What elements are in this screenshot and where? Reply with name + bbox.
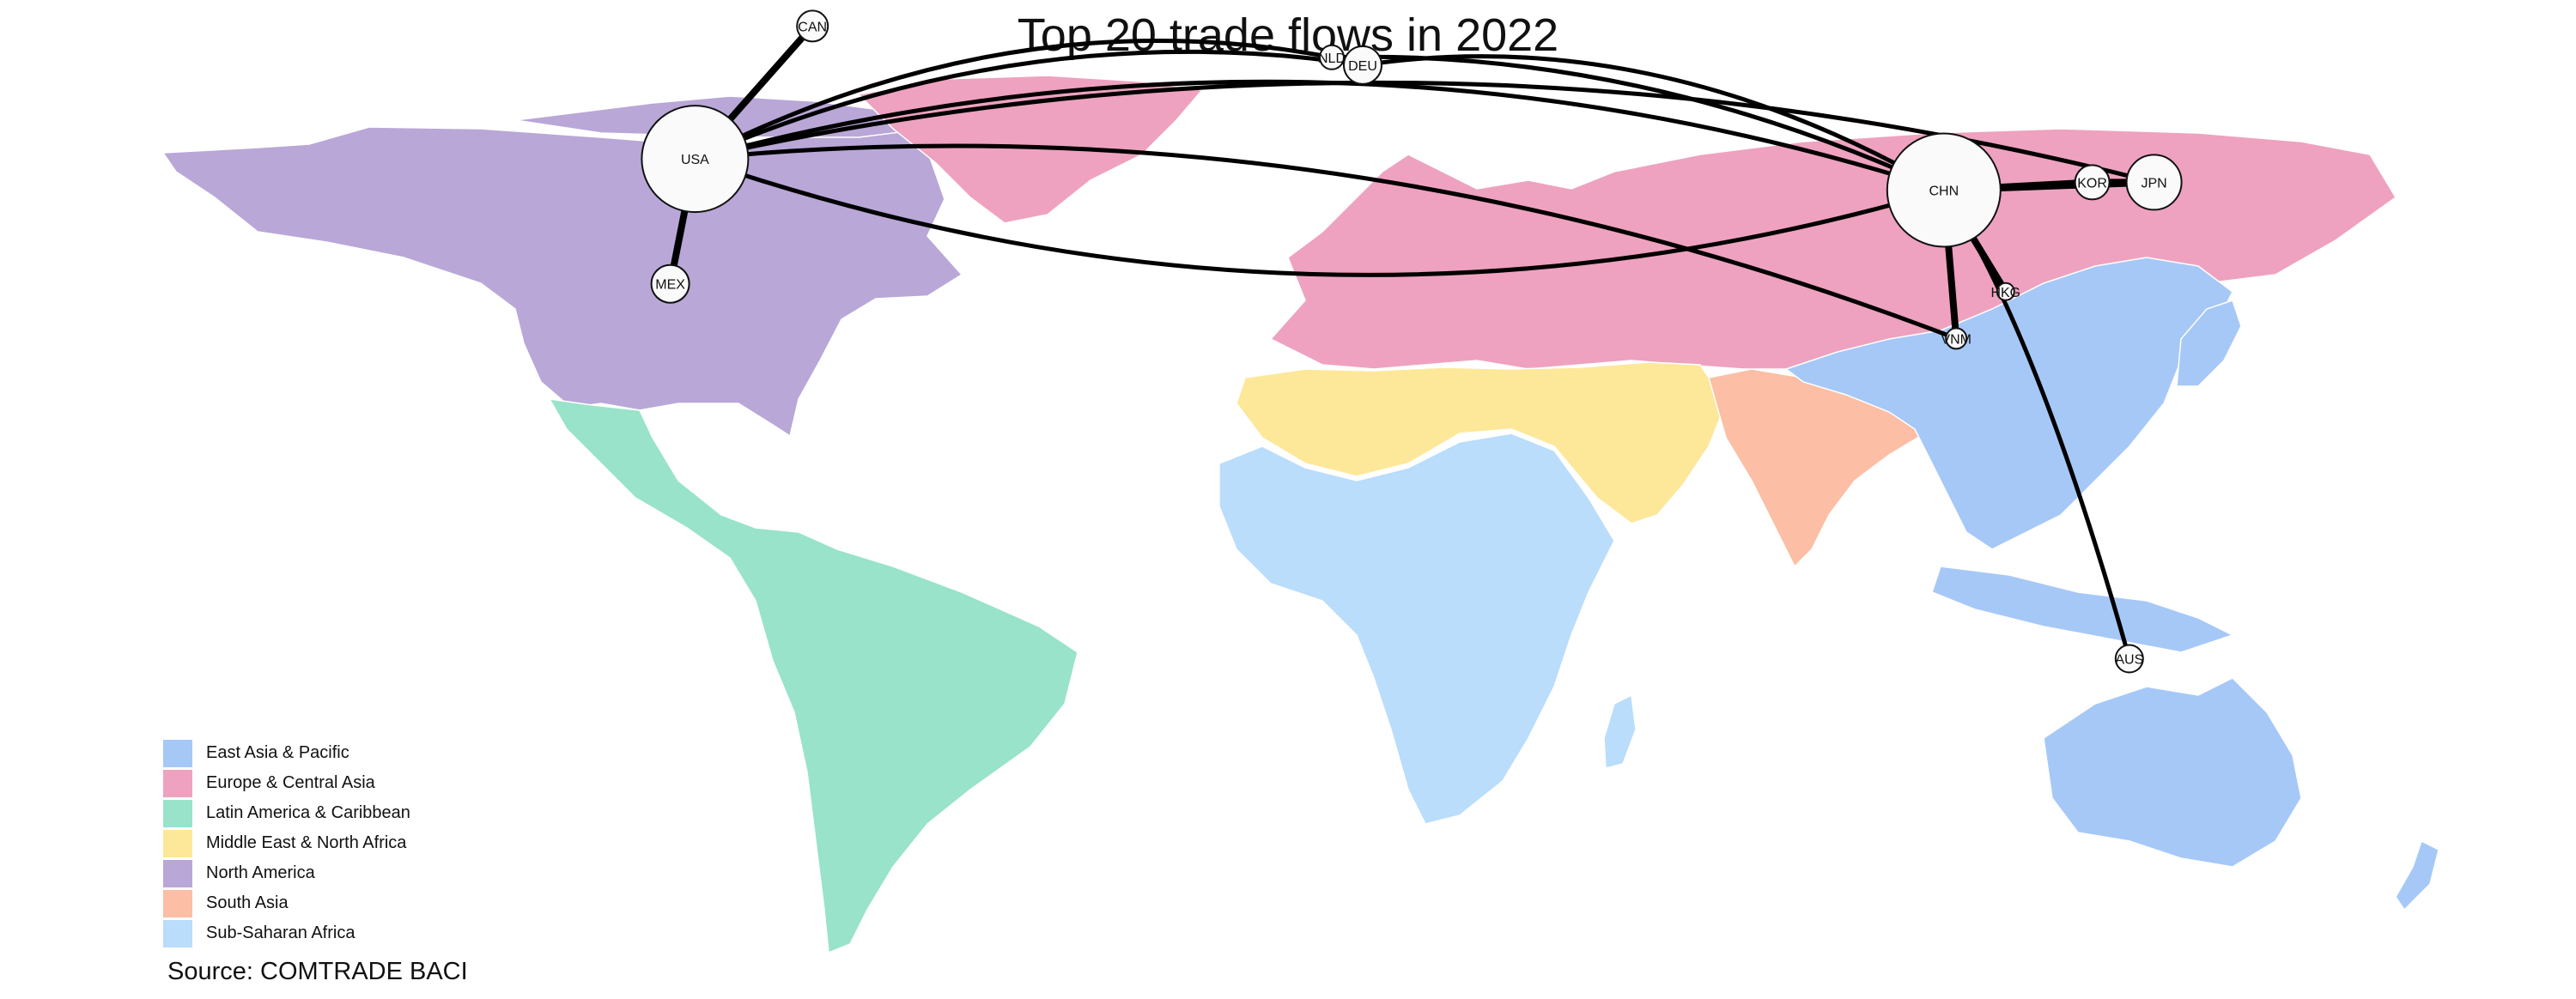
- map-title: Top 20 trade flows in 2022: [1017, 9, 1559, 61]
- land-layer: [161, 75, 2439, 954]
- region-sub-saharan-africa: [1218, 433, 1615, 825]
- region-north-america: [161, 126, 963, 438]
- legend: East Asia & Pacific Europe & Central Asia…: [163, 738, 410, 948]
- country-node-circle: [650, 263, 690, 304]
- country-node-chn: CHN: [1886, 132, 2002, 248]
- country-node-label: JPN: [2141, 176, 2166, 191]
- legend-swatch: [163, 859, 192, 887]
- country-node-circle: [1996, 282, 2015, 301]
- country-node-label: DEU: [1348, 59, 1377, 74]
- country-node-label: CHN: [1929, 185, 1959, 199]
- legend-label: Middle East & North Africa: [206, 833, 407, 852]
- country-node-label: HKG: [1990, 286, 2020, 300]
- country-node-label: KOR: [2077, 176, 2107, 191]
- country-node-circle: [2114, 644, 2144, 674]
- country-node-label: AUS: [2115, 653, 2143, 668]
- legend-swatch: [163, 739, 192, 767]
- region-mena: [1236, 361, 1727, 524]
- country-node-circle: [641, 105, 750, 214]
- country-node-nld: NLD: [1318, 44, 1346, 70]
- country-node-kor: KOR: [2074, 164, 2111, 201]
- country-node-label: MEX: [655, 278, 685, 293]
- source-note: Source: COMTRADE BACI: [167, 958, 468, 985]
- region-europe-central-asia: [1269, 128, 2397, 370]
- region-east-asia: [1784, 257, 2233, 550]
- legend-item: East Asia & Pacific: [163, 738, 410, 768]
- legend-swatch: [163, 889, 192, 917]
- legend-label: East Asia & Pacific: [206, 743, 349, 762]
- legend-swatch: [163, 919, 192, 948]
- flow-line-usa-deu: [694, 49, 1364, 161]
- country-node-circle: [796, 9, 829, 43]
- country-node-circle: [2125, 154, 2183, 211]
- legend-item: Sub-Saharan Africa: [163, 918, 410, 948]
- region-new-zealand: [2395, 839, 2439, 911]
- country-node-label: VNM: [1941, 332, 1971, 347]
- country-node-label: CAN: [798, 20, 827, 34]
- legend-swatch: [163, 799, 192, 827]
- region-southeast-asia-islands: [1931, 566, 2234, 653]
- flow-line-usa-nld: [694, 38, 1333, 161]
- legend-label: Europe & Central Asia: [206, 773, 375, 792]
- region-australia: [2043, 677, 2302, 868]
- legend-item: Europe & Central Asia: [163, 768, 410, 798]
- country-node-hkg: HKG: [1990, 282, 2020, 301]
- legend-swatch: [163, 829, 192, 857]
- legend-label: South Asia: [206, 893, 289, 912]
- country-node-circle: [2074, 164, 2111, 201]
- legend-label: North America: [206, 863, 315, 882]
- country-node-circle: [1886, 132, 2002, 248]
- flow-line-usa-vnm: [695, 143, 1958, 341]
- legend-label: Sub-Saharan Africa: [206, 923, 355, 942]
- country-node-mex: MEX: [650, 263, 690, 304]
- country-node-circle: [1343, 45, 1382, 85]
- region-madagascar: [1603, 693, 1637, 769]
- country-node-vnm: VNM: [1941, 327, 1971, 350]
- legend-item: North America: [163, 858, 410, 888]
- country-node-usa: USA: [641, 105, 750, 214]
- legend-item: South Asia: [163, 888, 410, 918]
- country-node-circle: [1319, 44, 1345, 70]
- country-node-circle: [1945, 327, 1968, 350]
- country-node-label: USA: [681, 153, 709, 167]
- legend-label: Latin America & Caribbean: [206, 803, 410, 822]
- flow-line-chn-nld: [1331, 54, 1945, 192]
- flow-line-usa-chn: [694, 156, 1945, 277]
- country-node-label: NLD: [1318, 51, 1346, 66]
- region-japan: [2176, 300, 2242, 387]
- legend-item: Latin America & Caribbean: [163, 798, 410, 828]
- country-node-aus: AUS: [2114, 644, 2144, 674]
- country-node-jpn: JPN: [2125, 154, 2183, 211]
- legend-swatch: [163, 769, 192, 797]
- legend-item: Middle East & North Africa: [163, 828, 410, 858]
- country-node-deu: DEU: [1343, 45, 1382, 85]
- country-node-can: CAN: [796, 9, 829, 43]
- region-latin-america: [548, 398, 1078, 954]
